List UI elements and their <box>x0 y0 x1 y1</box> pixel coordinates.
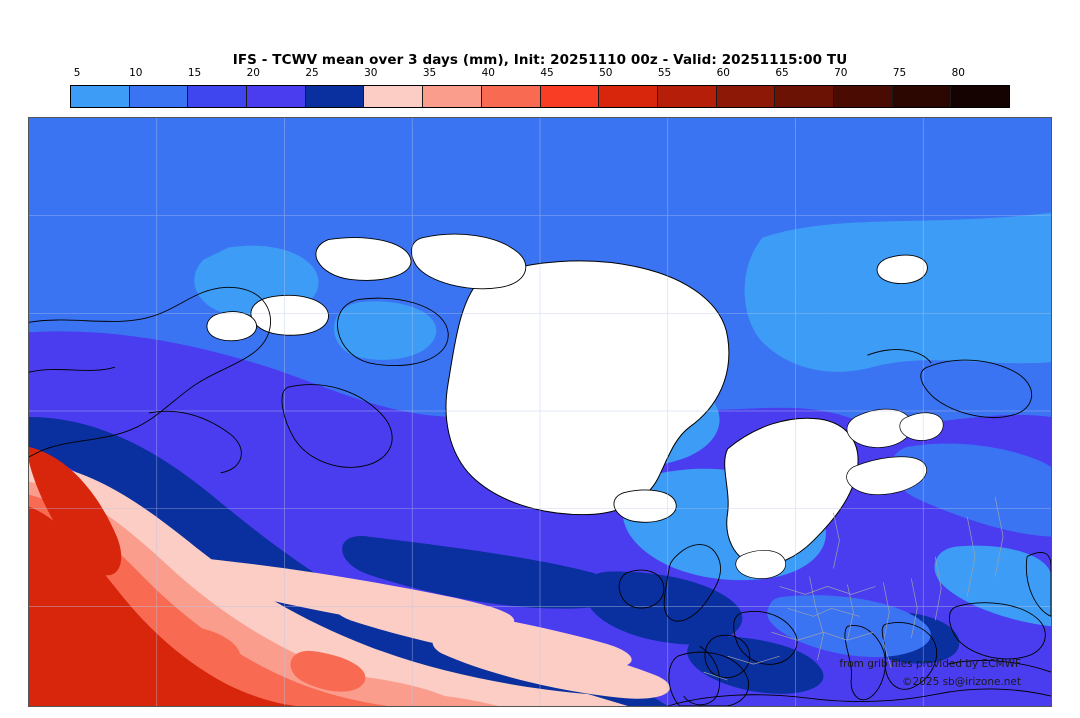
map-svg <box>29 118 1051 706</box>
colorbar-tick-35: 35 <box>422 67 437 79</box>
colorbar-tick-50: 50 <box>599 67 613 79</box>
field-band-25-30-biscay <box>687 635 824 694</box>
landmass-iceland <box>613 489 677 523</box>
credit-source: from grib files provided by ECMWF <box>839 658 1021 670</box>
field-band-25-30-british-isles <box>585 571 743 645</box>
colorbar-band-65-70 <box>775 86 834 107</box>
map-canvas[interactable]: from grib files provided by ECMWF ©2025 … <box>28 117 1052 707</box>
landmass-victoria-island <box>250 294 329 336</box>
colorbar-tick-10: 10 <box>129 67 143 79</box>
field-band-15-20-eastern-europe <box>891 443 1051 537</box>
field-band-25-30-streak-a <box>342 536 617 609</box>
field-band-35-40-patch-c <box>423 694 499 706</box>
colorbar-tick-labels: 5 10 15 20 25 30 35 40 45 50 55 60 65 70 75 80 <box>70 66 1010 82</box>
field-band-5-10-baffin <box>333 301 437 360</box>
colorbar-tick-20: 20 <box>246 67 260 79</box>
colorbar-band-40-45 <box>481 86 541 107</box>
colorbar-band-5-10 <box>71 86 130 107</box>
colorbar-tick-55: 55 <box>657 67 672 79</box>
landmass-gulf-of-bothnia <box>899 412 944 441</box>
colorbar-band-70-75 <box>833 86 893 107</box>
field-band-45-50-north-lobe <box>29 446 122 576</box>
field-band-25-30-atlantic-ribbon <box>29 416 668 706</box>
graticule <box>29 118 1051 706</box>
colorbar-tick-75: 75 <box>892 67 907 79</box>
field-band-45-50-core <box>29 506 297 706</box>
colorbar-band-25-30 <box>305 86 365 107</box>
colorbar-band-45-50 <box>540 86 600 107</box>
landmass-ellesmere <box>411 233 527 290</box>
credit-copyright: ©2025 sb@irizone.net <box>902 676 1021 688</box>
field-band-30-35-filament-c <box>432 631 670 699</box>
colorbar-tick-25: 25 <box>305 67 319 79</box>
country-borders <box>703 496 1004 681</box>
colorbar-tick-70: 70 <box>834 67 848 79</box>
colorbar-tick-30: 30 <box>364 67 378 79</box>
colorbar-tick-60: 60 <box>716 67 730 79</box>
landmass-devon-island <box>315 237 412 281</box>
colorbar-band-20-25 <box>247 86 306 107</box>
landmass-banks-island <box>206 311 258 342</box>
landmass-baltic-sliver <box>846 456 928 496</box>
colorbar-tick-15: 15 <box>187 67 202 79</box>
colorbar-tick-80: 80 <box>951 67 965 79</box>
colorbar-band-35-40 <box>423 86 482 107</box>
colorbar-tick-65: 65 <box>775 67 789 79</box>
landmass-greenland <box>445 260 730 516</box>
colorbar-tick-45: 45 <box>540 67 554 79</box>
colorbar-band-15-20 <box>188 86 248 107</box>
field-band-5-10-barents <box>776 232 1016 336</box>
colorbar-gradient <box>70 85 1010 108</box>
field-band-40-45-patch-c <box>290 650 366 692</box>
colorbar-band-60-65 <box>716 86 776 107</box>
colorbar-band-55-60 <box>657 86 717 107</box>
colorbar-band-75-80 <box>892 86 952 107</box>
landmass-scandinavia <box>724 417 859 566</box>
landmass-svalbard <box>876 254 928 284</box>
map-field-layer <box>29 118 1051 706</box>
landmass-denmark <box>735 550 786 579</box>
landmass-finland <box>846 408 913 448</box>
colorbar-band-50-55 <box>599 86 658 107</box>
colorbar-band->80 <box>951 86 1009 107</box>
colorbar-band-30-35 <box>364 86 424 107</box>
colorbar-tick-40: 40 <box>481 67 495 79</box>
colorbar-band-10-15 <box>129 86 189 107</box>
colorbar-tick-5: 5 <box>73 67 81 79</box>
page-title: IFS - TCWV mean over 3 days (mm), Init: … <box>232 52 848 68</box>
colorbar: 5 10 15 20 25 30 35 40 45 50 55 60 65 70 75 80 <box>70 66 1010 108</box>
